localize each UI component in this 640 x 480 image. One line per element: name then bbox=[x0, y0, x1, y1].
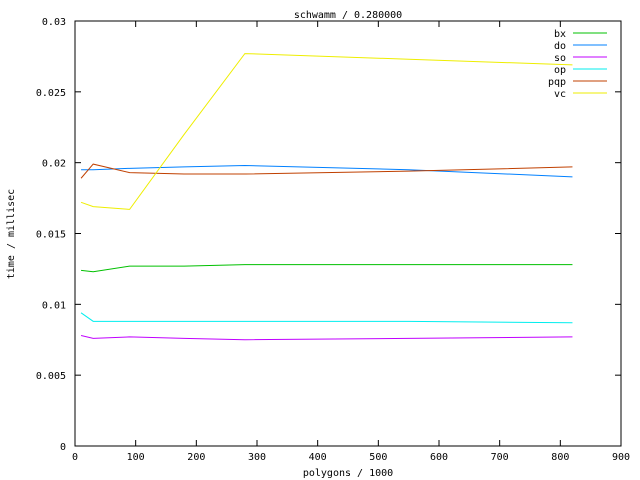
legend-label-bx: bx bbox=[554, 29, 566, 40]
x-tick-label: 900 bbox=[612, 452, 630, 463]
series-line-so bbox=[80, 335, 573, 341]
x-axis-label: polygons / 1000 bbox=[303, 468, 393, 479]
plot-border bbox=[74, 20, 622, 447]
legend-label-do: do bbox=[554, 41, 566, 52]
x-tick-label: 700 bbox=[491, 452, 509, 463]
series-line-do bbox=[81, 164, 573, 178]
y-tick-label: 0.02 bbox=[42, 159, 66, 170]
x-tick-label: 800 bbox=[551, 452, 569, 463]
legend-label-op: op bbox=[554, 65, 566, 76]
legend-label-so: so bbox=[554, 53, 566, 64]
y-tick-label: 0.015 bbox=[36, 230, 66, 241]
x-tick-label: 200 bbox=[187, 452, 205, 463]
series-line-vc bbox=[80, 53, 573, 210]
y-tick-label: 0.03 bbox=[42, 17, 66, 28]
chart-title: schwamm / 0.280000 bbox=[294, 10, 402, 21]
x-tick-label: 300 bbox=[248, 452, 266, 463]
series-line-pqp bbox=[80, 163, 573, 179]
y-tick-label: 0.025 bbox=[36, 88, 66, 99]
y-tick-label: 0 bbox=[60, 442, 66, 453]
y-tick-label: 0.005 bbox=[36, 371, 66, 382]
x-tick-label: 400 bbox=[309, 452, 327, 463]
x-tick-label: 500 bbox=[369, 452, 387, 463]
legend-label-pqp: pqp bbox=[548, 77, 566, 88]
series-line-bx bbox=[81, 264, 573, 273]
y-tick-label: 0.01 bbox=[42, 300, 66, 311]
legend-label-vc: vc bbox=[554, 89, 566, 100]
series-line-op bbox=[80, 312, 573, 324]
x-tick-label: 100 bbox=[127, 452, 145, 463]
y-axis-label: time / millisec bbox=[6, 189, 17, 279]
x-tick-label: 0 bbox=[72, 452, 78, 463]
x-tick-label: 600 bbox=[430, 452, 448, 463]
